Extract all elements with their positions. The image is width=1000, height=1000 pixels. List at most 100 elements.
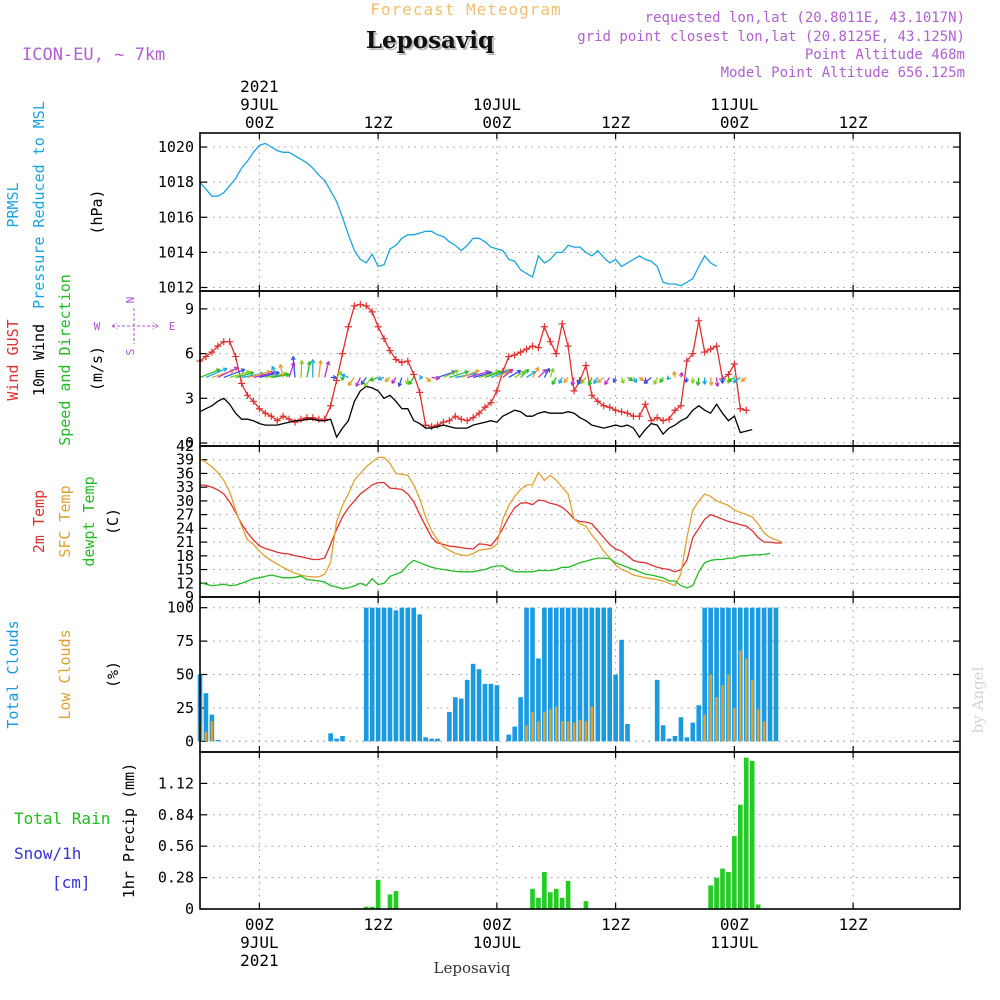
- wind-vector-shaft: [709, 377, 713, 386]
- time-tick-bottom-label: 10JUL: [473, 933, 521, 952]
- gust-marker: [582, 362, 590, 370]
- wind-vector-head: [271, 365, 276, 371]
- wind-vector-shaft: [235, 371, 254, 379]
- wind-vector-shaft: [549, 368, 554, 378]
- bar: [595, 607, 601, 742]
- point-altitude: Point Altitude 468m: [805, 47, 965, 63]
- wind-vector: [558, 377, 563, 384]
- wind-vector-head: [508, 368, 514, 374]
- wind-vector: [643, 376, 652, 385]
- bar: [375, 879, 381, 909]
- bar: [543, 711, 546, 742]
- wind-vector-head: [678, 372, 684, 377]
- wind-vector-head: [690, 379, 696, 384]
- gust-marker: [475, 409, 483, 417]
- y-axis-label: Speed and Direction: [56, 274, 74, 446]
- gust-marker: [653, 414, 661, 422]
- wind-vector: [443, 369, 459, 379]
- bar: [761, 607, 767, 742]
- wind-vector-shaft: [653, 377, 658, 385]
- bar: [613, 674, 618, 742]
- bar: [578, 719, 582, 742]
- gust-marker: [202, 353, 210, 361]
- wind-vector-head: [426, 377, 432, 383]
- bar: [506, 734, 512, 742]
- bar: [494, 685, 500, 742]
- bar: [470, 663, 476, 742]
- bar: [715, 697, 718, 742]
- gust-marker: [404, 357, 412, 365]
- bar: [536, 897, 541, 909]
- wind-vector: [235, 370, 255, 379]
- wind-vector: [576, 377, 582, 385]
- bar: [452, 697, 458, 742]
- bar: [542, 607, 547, 742]
- wind-vector-shaft: [217, 366, 239, 379]
- wind-vector-shaft: [205, 367, 228, 379]
- wind-vector: [653, 377, 658, 385]
- bar: [714, 877, 719, 909]
- gust-marker: [226, 338, 234, 346]
- gust-marker: [624, 409, 631, 417]
- time-tick-bottom-label: 2021: [240, 951, 279, 970]
- bar: [566, 721, 570, 742]
- bar: [423, 737, 428, 742]
- bar: [739, 650, 742, 742]
- wind-vector-head: [384, 377, 390, 383]
- series-line: [199, 481, 782, 573]
- wind-vector-head: [666, 375, 672, 381]
- gust-marker: [683, 357, 691, 365]
- wind-vector-head: [593, 379, 598, 384]
- bar: [411, 607, 417, 742]
- bar: [387, 894, 393, 909]
- wind-vector: [418, 374, 423, 380]
- bar: [702, 607, 708, 742]
- wind-vector-head: [516, 369, 522, 375]
- wind-vector: [714, 377, 720, 387]
- wind-vector-head: [659, 378, 664, 383]
- wind-vector-shaft: [279, 364, 284, 378]
- time-tick-top-label: 00Z: [482, 113, 511, 132]
- y-tick-label: 1012: [158, 278, 194, 296]
- wind-vector-shaft: [369, 376, 379, 382]
- wind-vector-shaft: [467, 370, 490, 379]
- bar: [369, 906, 375, 909]
- y-tick-label: 1014: [158, 243, 194, 261]
- bar: [340, 735, 345, 742]
- wind-vector: [684, 377, 689, 383]
- gust-marker: [362, 302, 370, 310]
- gust-marker: [374, 323, 382, 331]
- gust-marker: [517, 348, 525, 356]
- bar: [399, 607, 405, 742]
- location-title-shadow: Leposaviq: [368, 29, 496, 56]
- wind-vector-head: [604, 380, 609, 385]
- gust-marker: [416, 388, 424, 396]
- y-axis-label: Low Clouds: [56, 629, 74, 719]
- wind-vector-head: [299, 360, 305, 365]
- bar: [601, 607, 607, 742]
- y-axis-label: Total Clouds: [4, 620, 22, 728]
- gust-marker: [707, 345, 715, 353]
- wind-vector-shaft: [341, 373, 349, 379]
- wind-vector-shaft: [502, 368, 514, 378]
- gust-marker: [380, 335, 388, 343]
- bar: [696, 705, 702, 742]
- gust-marker: [552, 350, 560, 358]
- wind-vector: [551, 377, 557, 385]
- y-tick-label: 6: [185, 345, 194, 363]
- bar: [334, 738, 339, 742]
- wind-vector-shaft: [588, 377, 593, 386]
- compass-e: E: [169, 320, 176, 333]
- wind-vector: [593, 377, 599, 384]
- wind-vector: [408, 377, 415, 385]
- wind-vector-head: [563, 378, 569, 383]
- wind-vector-head: [643, 379, 649, 385]
- gust-marker: [529, 342, 536, 350]
- wind-vector: [330, 374, 337, 380]
- bar: [565, 880, 571, 909]
- wind-vector-shaft: [253, 371, 275, 379]
- y-axis-label: PRMSL: [4, 182, 22, 227]
- wind-vector-head: [337, 370, 343, 376]
- wind-vector-head: [545, 367, 550, 373]
- y-tick-label: 1.12: [158, 774, 194, 792]
